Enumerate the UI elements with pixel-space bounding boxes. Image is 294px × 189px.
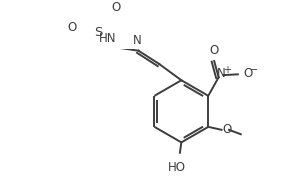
Text: O: O [222,123,231,136]
Text: N: N [133,34,141,47]
Text: HO: HO [168,161,186,174]
Text: O: O [68,21,77,34]
Text: HN: HN [99,32,116,45]
Text: O: O [244,67,253,80]
Text: S: S [94,26,103,39]
Text: −: − [250,65,258,75]
Text: O: O [111,2,120,14]
Text: O: O [210,44,219,57]
Text: N: N [217,67,226,80]
Text: +: + [223,65,231,75]
